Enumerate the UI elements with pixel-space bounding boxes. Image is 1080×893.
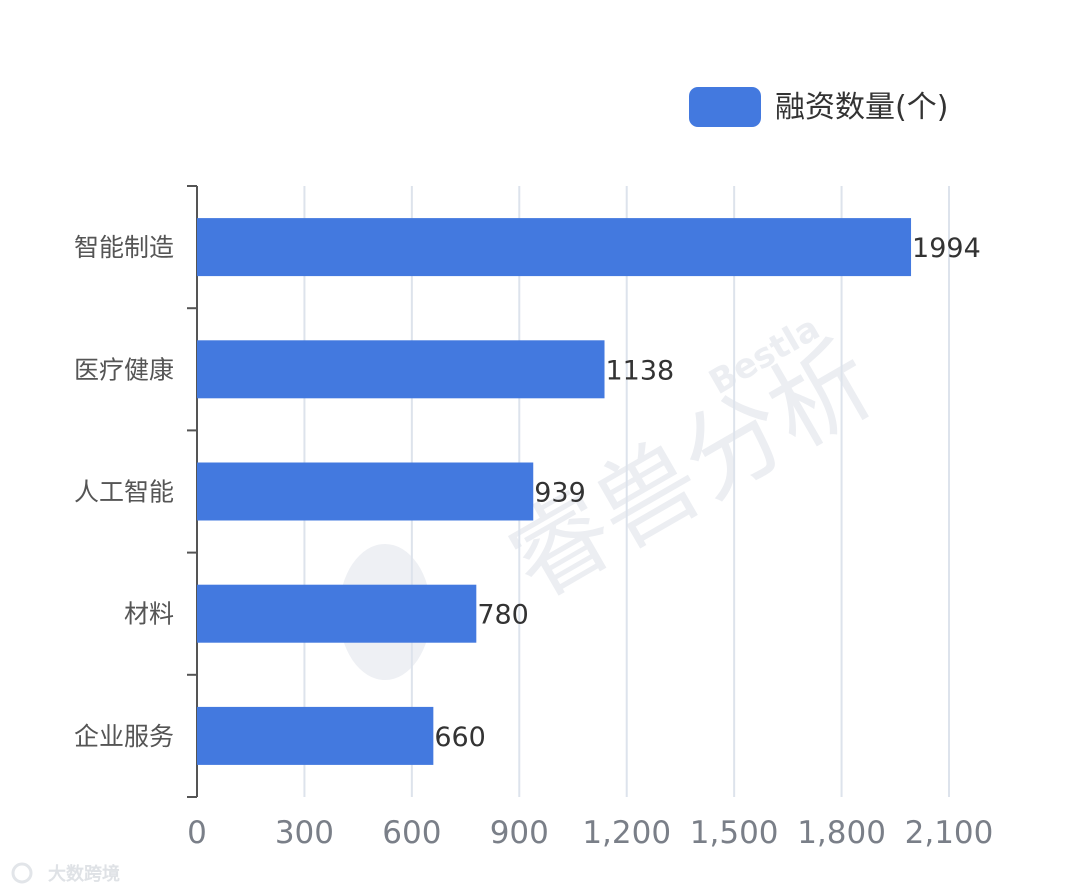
bars xyxy=(197,218,912,765)
x-tick-label: 900 xyxy=(490,815,549,851)
x-tick-label: 2,100 xyxy=(905,815,994,851)
x-tick-label: 600 xyxy=(382,815,441,851)
value-label: 1994 xyxy=(912,233,981,264)
x-tick-label: 1,500 xyxy=(690,815,779,851)
x-tick-labels: 0 300 600 900 1,200 1,500 1,800 2,100 xyxy=(187,815,993,851)
y-axis-ticks xyxy=(187,185,197,798)
bar[interactable] xyxy=(197,340,605,399)
x-tick-label: 1,800 xyxy=(797,815,886,851)
x-tick-label: 0 xyxy=(187,815,207,851)
category-label: 人工智能 xyxy=(74,478,174,507)
legend[interactable]: 融资数量(个) xyxy=(689,87,948,127)
value-labels: 1994 1138 939 780 660 xyxy=(434,233,980,753)
footer-logo-icon xyxy=(11,862,33,884)
axes xyxy=(187,185,198,798)
bar[interactable] xyxy=(197,218,912,277)
legend-swatch xyxy=(689,87,761,127)
category-label: 智能制造 xyxy=(74,233,174,262)
bar[interactable] xyxy=(197,584,477,643)
footer-watermark-text: 大数跨境 xyxy=(48,863,120,885)
bar[interactable] xyxy=(197,462,534,521)
value-label: 660 xyxy=(434,722,486,753)
x-tick-label: 300 xyxy=(275,815,334,851)
bar[interactable] xyxy=(197,706,434,765)
category-label: 材料 xyxy=(124,600,174,629)
value-label: 1138 xyxy=(606,355,675,386)
value-label: 780 xyxy=(477,600,529,631)
category-label: 医疗健康 xyxy=(74,355,174,384)
value-label: 939 xyxy=(534,478,586,509)
footer-watermark: 大数跨境 xyxy=(11,862,120,885)
category-label: 企业服务 xyxy=(74,722,174,751)
x-tick-label: 1,200 xyxy=(582,815,671,851)
legend-label: 融资数量(个) xyxy=(775,90,948,125)
